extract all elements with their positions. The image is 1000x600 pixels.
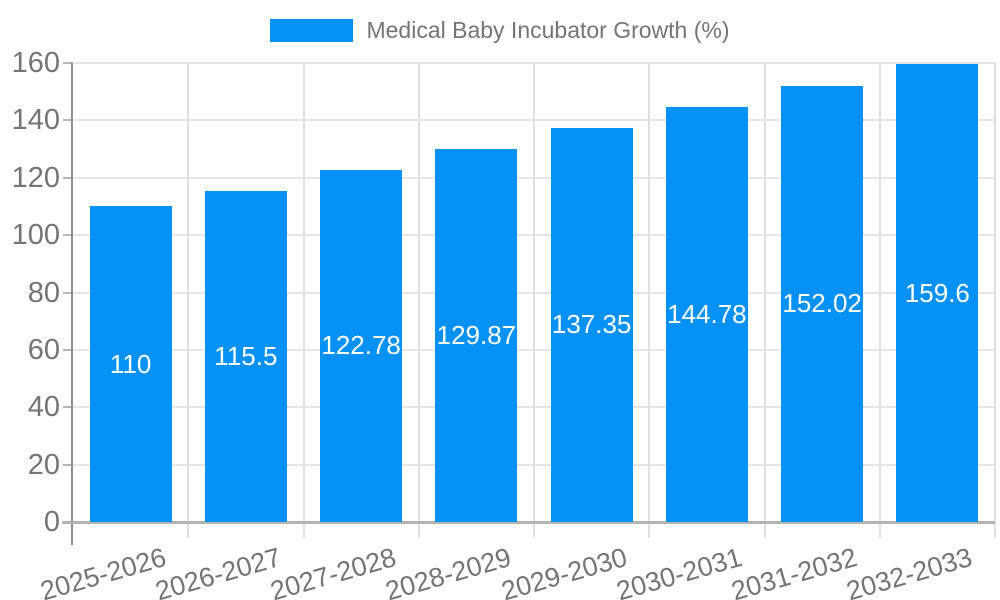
y-tick	[63, 119, 73, 122]
y-axis-label: 40	[27, 391, 60, 424]
category-boundary-gridline	[302, 63, 305, 538]
y-axis-line	[71, 63, 73, 545]
bar-value-label: 152.02	[782, 288, 862, 319]
bar-value-label: 122.78	[321, 330, 401, 361]
bar[interactable]: 152.02	[781, 85, 864, 522]
x-axis-label: 2027-2028	[267, 542, 400, 600]
y-axis-label: 100	[11, 219, 60, 252]
y-axis-label: 80	[27, 276, 60, 309]
category-boundary-gridline	[878, 63, 881, 538]
x-axis-label: 2025-2026	[36, 542, 169, 600]
category-boundary-gridline	[533, 63, 535, 538]
y-tick	[63, 463, 73, 466]
bar[interactable]: 122.78	[320, 169, 403, 522]
y-tick	[63, 234, 73, 237]
x-axis-label: 2032-2033	[843, 542, 976, 600]
category-boundary-gridline	[417, 63, 420, 538]
y-tick	[63, 62, 73, 64]
bar-value-label: 110	[109, 348, 152, 379]
bar[interactable]: 144.78	[665, 106, 748, 522]
y-axis-label: 20	[27, 448, 60, 481]
category-boundary-gridline	[763, 63, 766, 538]
y-tick	[63, 291, 73, 294]
bar-value-label: 159.6	[904, 277, 970, 308]
bar-value-label: 144.78	[667, 298, 747, 329]
legend-swatch	[270, 19, 354, 42]
category-boundary-gridline	[994, 63, 996, 538]
y-tick	[63, 406, 73, 409]
bar[interactable]: 137.35	[550, 127, 633, 522]
bar[interactable]: 159.6	[896, 64, 979, 522]
bar[interactable]: 110	[89, 206, 172, 522]
y-axis-label: 160	[11, 47, 60, 79]
x-axis-label: 2026-2027	[151, 542, 285, 600]
y-tick	[63, 176, 73, 179]
y-axis-label: 120	[11, 161, 60, 194]
bar-value-label: 129.87	[436, 320, 517, 351]
x-axis-label: 2029-2030	[497, 542, 630, 600]
x-axis-baseline	[62, 521, 995, 524]
legend[interactable]: Medical Baby Incubator Growth (%)	[0, 17, 1000, 44]
bar-value-label: 137.35	[551, 309, 632, 340]
x-axis-label: 2031-2032	[728, 542, 861, 600]
legend-label: Medical Baby Incubator Growth (%)	[366, 17, 730, 43]
x-axis-label: 2030-2031	[612, 542, 746, 600]
bar-value-label: 115.5	[214, 340, 278, 371]
y-axis-label: 140	[11, 104, 60, 137]
x-axis-label: 2028-2029	[382, 542, 515, 600]
category-boundary-gridline	[648, 63, 651, 538]
bar[interactable]: 129.87	[435, 149, 518, 522]
y-axis-label: 60	[27, 333, 60, 366]
category-boundary-gridline	[187, 63, 190, 538]
y-tick	[63, 348, 73, 351]
y-axis-label: 0	[43, 506, 60, 538]
bar[interactable]: 115.5	[204, 190, 287, 522]
